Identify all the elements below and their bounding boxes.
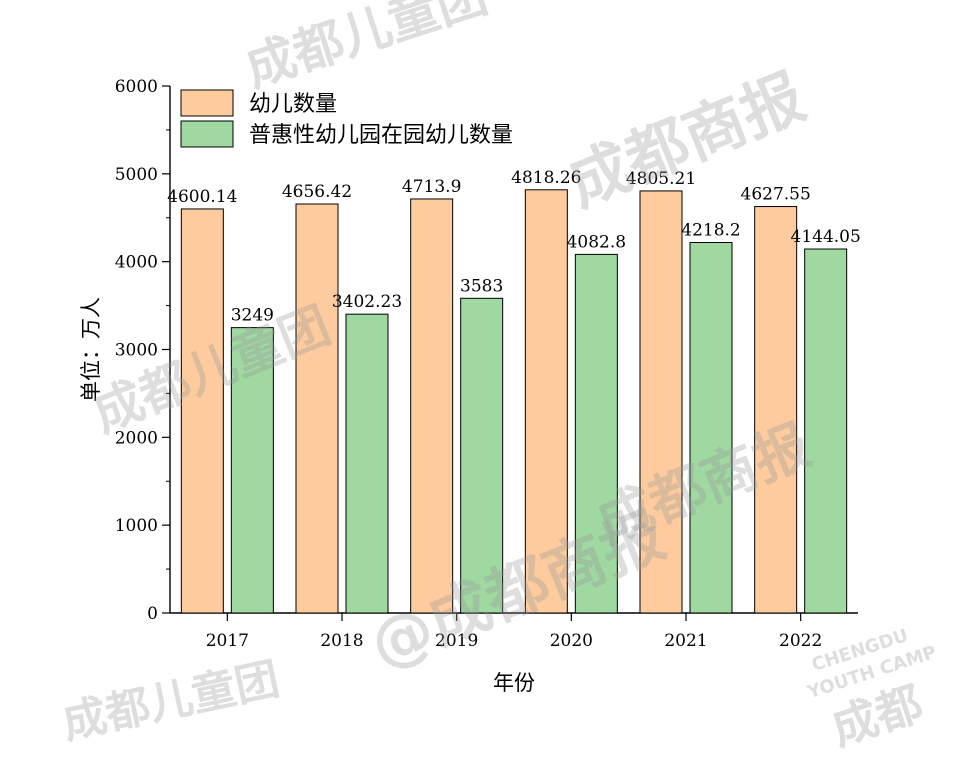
x-tick-label: 2018 — [320, 631, 363, 651]
bar — [295, 203, 339, 614]
bar — [410, 198, 454, 614]
y-tick-label: 1000 — [115, 516, 158, 536]
bar — [180, 208, 224, 614]
x-tick-label: 2020 — [550, 631, 593, 651]
bar — [804, 248, 848, 614]
y-axis-label: 单位：万人 — [79, 297, 103, 402]
data-label: 4600.14 — [167, 187, 237, 207]
data-label: 4218.2 — [681, 221, 740, 241]
bar — [754, 206, 798, 614]
legend-swatch — [180, 89, 234, 117]
bar — [345, 313, 389, 614]
data-label: 4627.55 — [741, 185, 811, 205]
y-tick-label: 3000 — [115, 341, 158, 361]
data-label: 4656.42 — [282, 182, 352, 202]
bar — [689, 242, 733, 614]
x-tick-label: 2017 — [206, 631, 249, 651]
data-label: 3249 — [231, 306, 274, 326]
y-tick-label: 4000 — [115, 253, 158, 273]
bar — [574, 253, 618, 614]
x-axis-label: 年份 — [493, 671, 535, 695]
bar-chart: 0 1000 2000 3000 4000 5000 6000 单位：万人 2017 2018 20… — [79, 77, 861, 695]
data-label: 3402.23 — [332, 292, 402, 312]
data-label: 4818.26 — [511, 168, 581, 188]
y-tick-label: 0 — [147, 604, 158, 624]
legend-swatch — [180, 120, 234, 148]
legend-label: 幼儿数量 — [249, 92, 337, 117]
data-label: 4713.9 — [402, 177, 461, 197]
y-tick-label: 6000 — [115, 77, 158, 97]
y-tick-label: 5000 — [115, 165, 158, 185]
legend-label: 普惠性幼儿园在园幼儿数量 — [249, 123, 513, 148]
x-tick-label: 2019 — [435, 631, 478, 651]
x-tick-label: 2021 — [664, 631, 707, 651]
data-label: 4082.8 — [567, 232, 626, 252]
bar — [460, 297, 504, 614]
axes: 0 1000 2000 3000 4000 5000 6000 单位：万人 2017 2018 20… — [79, 77, 858, 695]
data-labels: 4600.14 4656.42 4713.9 4818.26 4805.21 4627.5… — [167, 168, 861, 326]
data-label: 4805.21 — [626, 169, 696, 189]
y-tick-label: 2000 — [115, 428, 158, 448]
data-label: 4144.05 — [791, 227, 861, 247]
bars — [180, 189, 848, 614]
chart-figure: 0 1000 2000 3000 4000 5000 6000 单位：万人 2017 2018 20… — [58, 0, 939, 756]
bar — [639, 190, 683, 614]
x-tick-label: 2022 — [779, 631, 822, 651]
bar — [230, 327, 274, 614]
bar — [524, 189, 568, 614]
data-label: 3583 — [460, 276, 503, 296]
